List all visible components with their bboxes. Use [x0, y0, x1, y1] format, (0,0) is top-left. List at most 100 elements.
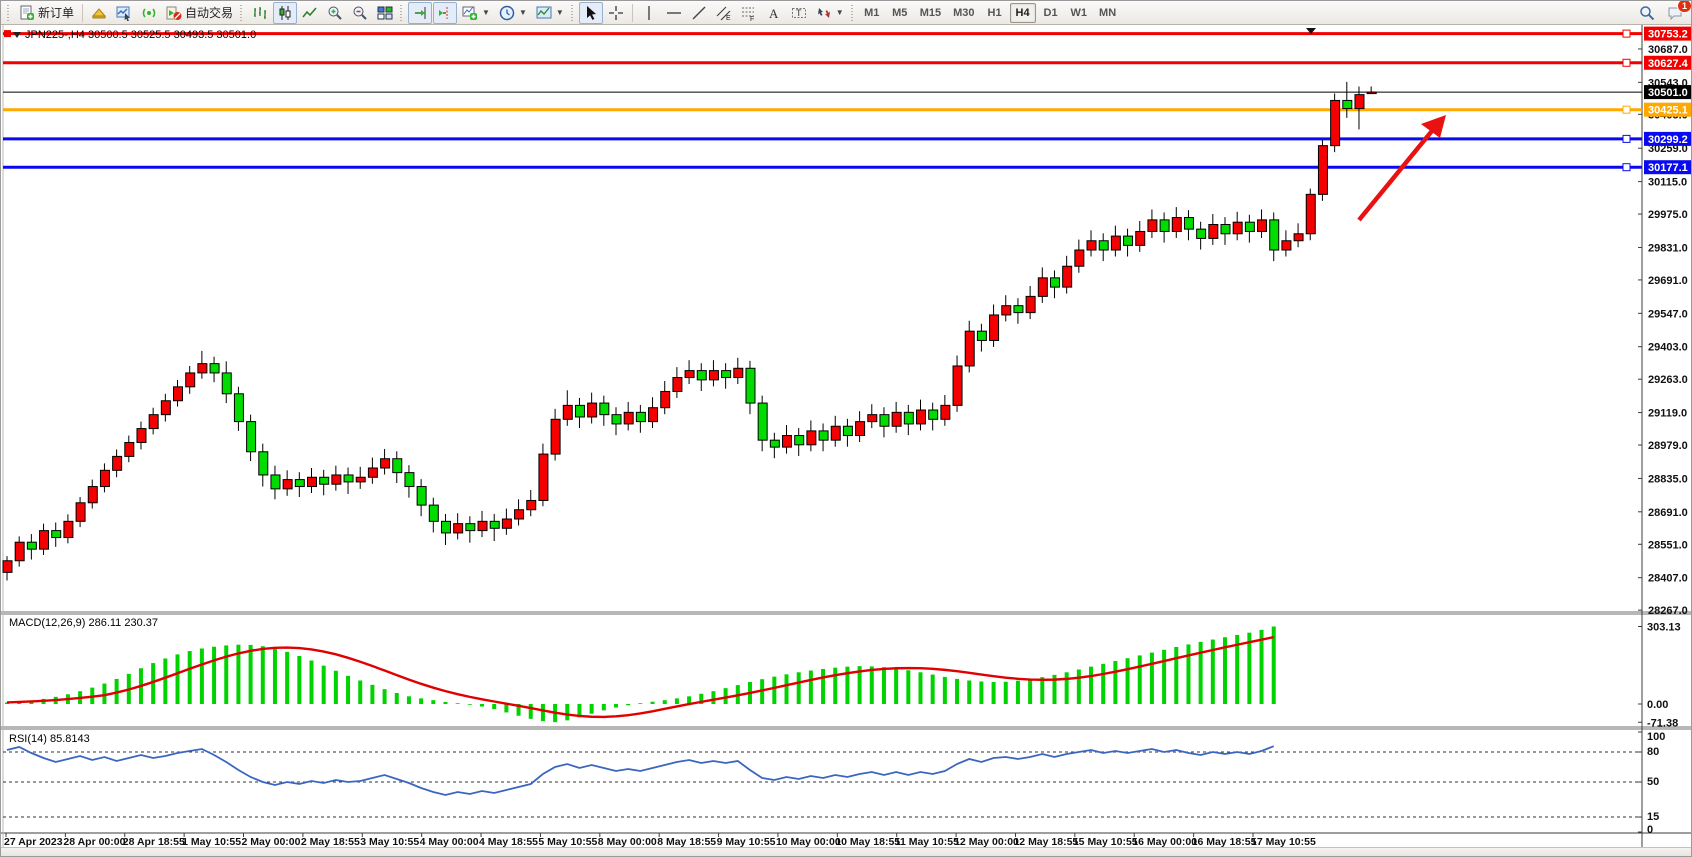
data-window-button[interactable] — [112, 2, 136, 24]
candle-body — [928, 409, 939, 420]
macd-histogram-bar — [845, 666, 850, 704]
price-tick-label: 28691.0 — [1648, 507, 1688, 519]
timeframe-button-d1[interactable]: D1 — [1043, 6, 1058, 19]
new-chart-dropdown-button[interactable]: ▼ — [458, 2, 494, 24]
timeframe-button-m30[interactable]: M30 — [953, 6, 975, 19]
timeframe-button-mn[interactable]: MN — [1099, 6, 1117, 19]
rsi-tick-label: 50 — [1647, 776, 1659, 788]
timeframe-button-m5[interactable]: M5 — [892, 6, 908, 19]
timeframe-button-h4[interactable]: H4 — [1009, 2, 1036, 23]
timeframe-button-h1[interactable]: H1 — [987, 6, 1002, 19]
macd-histogram-bar — [1076, 669, 1081, 704]
price-level-badge — [1644, 55, 1691, 70]
candle-body — [952, 365, 963, 406]
price-shift-marker[interactable] — [1306, 28, 1316, 34]
date-label: 28 Apr 00:00 — [63, 836, 125, 847]
macd-histogram-bar — [224, 645, 229, 704]
bar-chart-button[interactable] — [248, 2, 272, 24]
date-label: 28 Apr 18:55 — [123, 836, 185, 847]
macd-histogram-bar — [626, 704, 631, 706]
vertical-line-button[interactable] — [637, 2, 661, 24]
price-level-badge — [1644, 131, 1691, 146]
candle-body — [1123, 235, 1134, 246]
trend-arrow[interactable] — [1357, 124, 1438, 222]
horizontal-line-button[interactable] — [662, 2, 686, 24]
new-order-button[interactable]: 新订单 — [15, 2, 78, 24]
rsi-indicator-label: RSI(14) 85.8143 — [9, 733, 90, 745]
tile-windows-icon — [377, 5, 393, 21]
price-tick-label: 28979.0 — [1648, 440, 1688, 452]
line-handle[interactable] — [1622, 105, 1631, 114]
macd-histogram-bar — [869, 666, 874, 704]
candle-body — [623, 411, 634, 425]
text-label-button[interactable]: T — [787, 2, 811, 24]
candle-body — [355, 476, 366, 483]
candle-body — [367, 467, 378, 478]
equidistant-channel-button[interactable]: E — [712, 2, 736, 24]
templates-dropdown-button[interactable]: ▼ — [532, 2, 568, 24]
macd-histogram-bar — [772, 676, 777, 704]
date-label: 16 May 00:00 — [1132, 836, 1197, 847]
price-tick-label: 29691.0 — [1648, 275, 1688, 287]
macd-histogram-bar — [991, 682, 996, 704]
candle-body — [416, 486, 427, 506]
trend-arrow-head[interactable] — [1421, 115, 1446, 138]
toolbar-separator — [82, 3, 84, 22]
status-bar — [1, 847, 1691, 856]
candle-body — [173, 386, 184, 402]
macd-histogram-bar — [565, 704, 570, 721]
auto-scroll-button[interactable] — [408, 1, 433, 24]
line-handle[interactable] — [1622, 163, 1631, 172]
line-chart-button[interactable] — [298, 2, 322, 24]
macd-histogram-bar — [1186, 644, 1191, 704]
price-level-badge-label: 30425.1 — [1648, 105, 1688, 117]
candle-body — [1354, 94, 1365, 110]
macd-histogram-bar — [102, 683, 107, 704]
fibonacci-button[interactable]: F — [737, 2, 761, 24]
line-handle[interactable] — [1622, 29, 1631, 38]
line-handle[interactable] — [1622, 58, 1631, 67]
macd-histogram-bar — [212, 646, 217, 704]
zoom-out-button[interactable] — [348, 2, 372, 24]
chart-shift-icon — [437, 5, 453, 21]
timeframe-button-w1[interactable]: W1 — [1070, 6, 1088, 19]
search-button[interactable] — [1635, 2, 1659, 24]
macd-histogram-bar — [443, 701, 448, 704]
macd-histogram-bar — [175, 654, 180, 704]
price-level-badge — [1644, 26, 1691, 41]
price-tick-label: 29547.0 — [1648, 308, 1688, 320]
line-handle[interactable] — [1622, 134, 1631, 143]
periods-dropdown-button[interactable]: ▼ — [495, 2, 531, 24]
candle-body — [428, 504, 439, 522]
candle-body — [1293, 233, 1304, 242]
timeframe-button-m15[interactable]: M15 — [919, 6, 942, 19]
date-label: 12 May 00:00 — [954, 836, 1019, 847]
svg-text:F: F — [750, 16, 754, 21]
candle-body — [99, 469, 110, 488]
macd-histogram-bar — [833, 667, 838, 704]
chart-shift-button[interactable] — [433, 1, 458, 24]
candle-body — [270, 474, 281, 490]
tile-windows-button[interactable] — [373, 2, 397, 24]
horizontal-line-icon — [666, 5, 682, 21]
macd-histogram-bar — [894, 668, 899, 704]
timeframe-button-m1[interactable]: M1 — [864, 6, 880, 19]
zoom-in-button[interactable] — [323, 2, 347, 24]
candle-body — [550, 418, 561, 455]
chat-button[interactable]: 1 — [1663, 1, 1691, 24]
crosshair-button[interactable] — [604, 2, 628, 24]
auto-trading-button[interactable]: 自动交易 — [162, 2, 237, 24]
cursor-button[interactable] — [578, 1, 603, 24]
text-button[interactable]: A — [762, 2, 786, 24]
signals-button[interactable] — [137, 2, 161, 24]
line-left-handle[interactable] — [4, 30, 11, 38]
fibonacci-icon: F — [741, 5, 757, 21]
macd-histogram-bar — [492, 704, 497, 710]
candlestick-chart-button[interactable] — [273, 1, 298, 24]
depth-of-market-button[interactable] — [87, 2, 111, 24]
arrows-dropdown-button[interactable]: ▼ — [812, 2, 848, 24]
candle-body — [1074, 249, 1085, 267]
trendline-button[interactable] — [687, 2, 711, 24]
macd-histogram-bar — [1162, 649, 1167, 704]
candle-body — [672, 377, 683, 392]
